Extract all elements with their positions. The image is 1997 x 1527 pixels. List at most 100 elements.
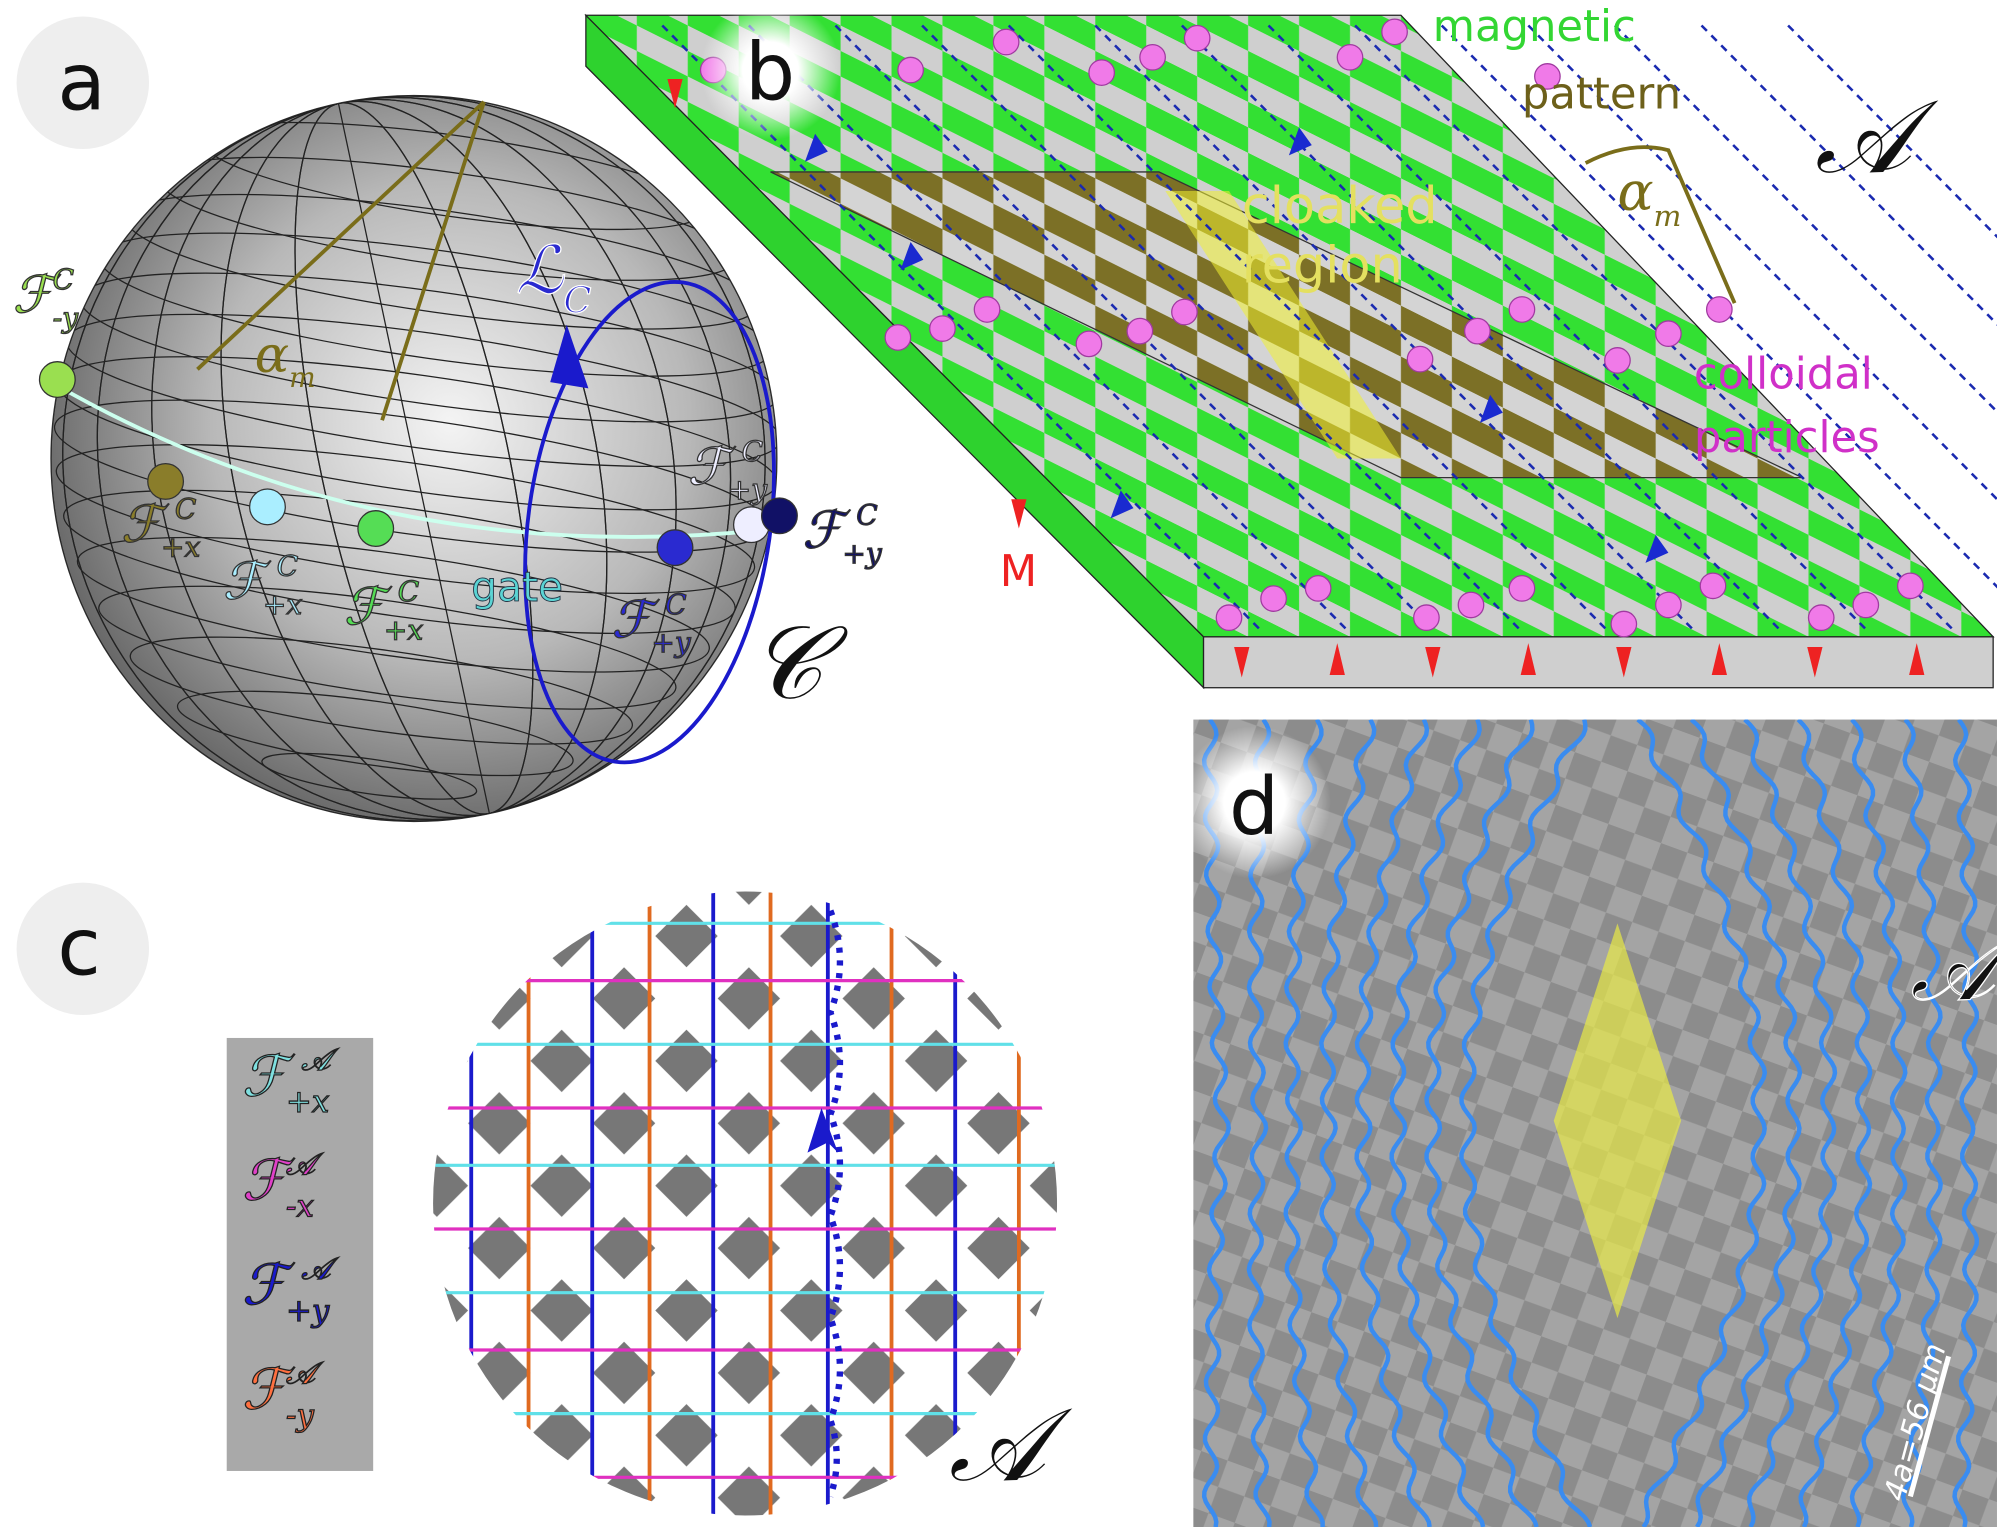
trajectory (826, 909, 844, 1498)
math-label: ℱ+x C (121, 492, 201, 563)
subscript: C (564, 279, 592, 322)
symbol: ℱ (121, 495, 169, 554)
latitude (261, 752, 478, 800)
subscript: +y (651, 626, 691, 659)
label-badge (16, 882, 150, 1016)
superscript: C (742, 435, 763, 468)
panel-c: c (16, 882, 1058, 1516)
subscript: +y (728, 473, 768, 506)
slab-front (1202, 636, 1994, 689)
particle (1604, 347, 1631, 374)
particle (1171, 298, 1198, 326)
trajectory (921, 24, 1522, 632)
trajectory (1900, 719, 1943, 1527)
scale-bar (1907, 1355, 1952, 1498)
particle (1457, 591, 1485, 619)
math-label: ℱ-y𝒜 (242, 1355, 324, 1433)
annotation: 𝒜 (1815, 78, 1939, 197)
annotation: region (1242, 237, 1403, 296)
annotation: colloidal (1694, 349, 1873, 399)
math-label: ℒC (516, 232, 592, 322)
subscript: +y (842, 537, 882, 570)
particle (1381, 18, 1408, 46)
particle (1183, 24, 1211, 52)
symbol: ℒ (516, 232, 565, 309)
math-label: ℱ+y𝒜 (242, 1251, 339, 1329)
trajectory (1440, 24, 1997, 589)
particle (1126, 317, 1154, 345)
particle (1610, 610, 1638, 638)
trajectory (1743, 719, 1838, 1527)
moment-arrow (1711, 643, 1727, 675)
panel-label: b (745, 26, 795, 118)
trajectory (1094, 24, 1695, 632)
panel-label: c (57, 901, 100, 993)
fence-marker (357, 510, 395, 547)
superscript: C (277, 550, 298, 583)
trajectory (1849, 719, 1908, 1527)
cloaked-region (1553, 923, 1682, 1319)
annotation: 𝒜 (949, 1386, 1073, 1505)
fence-marker (249, 488, 286, 526)
moment-arrow (1425, 646, 1441, 678)
moment-arrow (667, 78, 683, 109)
pattern-disc (433, 891, 1058, 1516)
particle (973, 296, 1001, 323)
particle (1406, 345, 1434, 373)
moment-arrow (1234, 646, 1250, 678)
panel-b: b (584, 0, 1997, 690)
trajectory (1007, 24, 1609, 632)
panel-label: d (1229, 761, 1279, 853)
subscript: +x (161, 531, 200, 564)
loop (523, 280, 776, 765)
trajectory (1689, 719, 1803, 1527)
moment-arrow (1909, 643, 1925, 675)
trajectory (1354, 24, 1955, 632)
loop-arrow (550, 324, 589, 389)
particle (1088, 59, 1116, 86)
particle (1075, 330, 1103, 358)
annotation: gate (471, 563, 563, 611)
fence-marker (656, 529, 694, 567)
fence-marker (147, 462, 185, 500)
direction-arrow (1645, 534, 1669, 563)
moment-arrow (1807, 646, 1823, 678)
math-label: αm (255, 326, 316, 394)
direction-arrow (807, 1107, 839, 1153)
particle (992, 28, 1020, 56)
panel-a: a (16, 16, 798, 823)
symbol: ℱ (611, 591, 659, 650)
trajectory (1700, 24, 1997, 326)
trajectory (1796, 719, 1873, 1527)
longitude (62, 95, 766, 822)
fence-marker (760, 497, 798, 535)
annotation: 𝒞 (749, 604, 849, 723)
trajectory (747, 24, 1349, 632)
particle (1463, 317, 1491, 345)
particle (1508, 575, 1536, 602)
particle (1304, 575, 1332, 602)
superscript: C (53, 263, 74, 296)
direction-arrow (1288, 127, 1312, 156)
particle (1655, 320, 1682, 348)
particle (1508, 296, 1536, 323)
moment-arrow (1520, 643, 1536, 675)
trajectory (1389, 719, 1486, 1527)
particle (1413, 604, 1440, 632)
trajectory (1613, 24, 1997, 414)
annotation: 𝒜 (1910, 918, 1997, 1022)
direction-arrow (900, 241, 924, 270)
particle (897, 56, 924, 84)
annotation: cloaked (1242, 177, 1438, 236)
highlight (1165, 191, 1401, 459)
angle-arc (1584, 145, 1737, 304)
trajectory (1459, 719, 1593, 1527)
direction-arrow (1479, 394, 1503, 423)
trajectory (1527, 24, 1997, 501)
moment-arrow (1616, 646, 1632, 678)
checker (433, 891, 1058, 1516)
moment-arrow (1011, 499, 1027, 529)
trajectory (1267, 24, 1868, 632)
math-label: αm (1617, 160, 1681, 233)
